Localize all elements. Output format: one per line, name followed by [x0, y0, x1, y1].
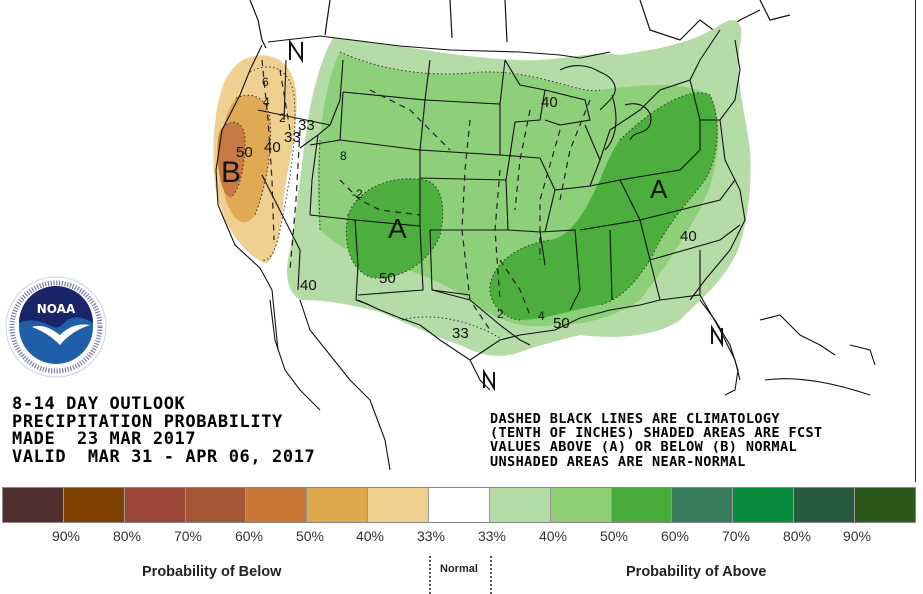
- legend-swatch-above-60: [672, 488, 734, 522]
- noaa-logo-text: NOAA: [37, 302, 76, 316]
- note-line: UNSHADED AREAS ARE NEAR-NORMAL: [490, 453, 746, 470]
- contour-label: 40: [680, 228, 697, 245]
- note-line: VALUES ABOVE (A) OR BELOW (B) NORMAL: [490, 439, 797, 456]
- legend-tick: 80%: [112, 528, 142, 544]
- legend-tick: 70%: [173, 528, 203, 544]
- legend-swatch-normal: [429, 488, 490, 522]
- below-center-label: B: [221, 156, 241, 189]
- above-center-label-southwest: A: [388, 213, 407, 244]
- legend-swatch-above-70: [733, 488, 795, 522]
- title-line-1: 8-14 DAY OUTLOOK: [12, 394, 186, 414]
- contour-label: 33: [452, 325, 469, 342]
- outlook-map: B A A 50 40 33 33 40 50 40 33 50 40 6 4 …: [213, 0, 876, 471]
- legend-swatch-below-40: [307, 488, 369, 522]
- climatology-label: -2: [352, 187, 363, 201]
- legend-swatch-above-33: [489, 488, 551, 522]
- climatology-label: 8: [340, 149, 347, 163]
- legend-tick: 40%: [355, 528, 385, 544]
- noaa-logo-icon: NOAA: [5, 276, 107, 378]
- coastline-north: [249, 0, 791, 49]
- legend-swatch-above-40: [550, 488, 612, 522]
- legend-tick: 90%: [842, 528, 872, 544]
- legend-swatch-above-50: [611, 488, 673, 522]
- normal-divider-left: [429, 556, 431, 594]
- legend-tick: 70%: [721, 528, 751, 544]
- normal-divider-right: [490, 556, 492, 594]
- legend-tick: 50%: [599, 528, 629, 544]
- note-line: DASHED BLACK LINES ARE CLIMATOLOGY: [490, 411, 780, 427]
- legend-tick: 33%: [416, 528, 446, 544]
- state-boundaries: [215, 29, 876, 471]
- legend-swatch-below-50: [246, 488, 308, 522]
- outlook-title: 8-14 DAY OUTLOOK PRECIPITATION PROBABILIT…: [12, 394, 316, 467]
- north-arrow-icon: [289, 38, 723, 392]
- above-center-label-east: A: [650, 174, 668, 204]
- contour-label: 33: [298, 117, 315, 134]
- climatology-label: 6: [262, 75, 269, 89]
- legend-tick: 60%: [234, 528, 264, 544]
- legend-swatch-below-60: [185, 488, 247, 522]
- legend-tick: 80%: [782, 528, 812, 544]
- climatology-label: 4: [263, 95, 270, 109]
- contour-label: 33: [284, 129, 301, 146]
- contour-label: 50: [236, 144, 253, 161]
- title-line-2: PRECIPITATION PROBABILITY: [12, 411, 283, 432]
- legend-swatch-below-80: [63, 488, 125, 522]
- legend-tick: 90%: [51, 528, 81, 544]
- title-line-valid: VALID MAR 31 - APR 06, 2017: [12, 446, 316, 467]
- contour-label: 50: [379, 270, 396, 287]
- map-notes: DASHED BLACK LINES ARE CLIMATOLOGY (TENTH…: [490, 412, 823, 469]
- legend-tick: 33%: [477, 528, 507, 544]
- climatology-label: 4: [538, 309, 545, 323]
- legend-caption-normal: Normal: [440, 563, 478, 575]
- legend-tick: 50%: [295, 528, 325, 544]
- legend-swatch-below-70: [124, 488, 186, 522]
- legend-caption-below: Probability of Below: [142, 564, 282, 580]
- legend-swatch-below-90: [3, 488, 64, 522]
- climatology-label: 2: [497, 307, 504, 321]
- map-frame-border: [915, 0, 916, 482]
- legend-tick: 40%: [538, 528, 568, 544]
- climatology-lines: [261, 59, 591, 331]
- legend-swatch-above-90: [855, 488, 915, 522]
- legend-swatch-above-80: [794, 488, 856, 522]
- note-line: (TENTH OF INCHES) SHADED AREAS ARE FCST: [490, 425, 823, 442]
- contour-label: 40: [541, 94, 558, 111]
- legend-ticks: 90% 80% 70% 60% 50% 40% 33% 33% 40% 50% …: [0, 528, 923, 548]
- climatology-label: 2: [279, 111, 286, 125]
- contour-label: 40: [264, 139, 281, 156]
- contour-labels: 50 40 33 33 40 50 40 33 50 40: [236, 94, 697, 342]
- climatology-labels: 6 4 2 -2 2 4 8: [262, 75, 545, 323]
- legend-caption-above: Probability of Above: [626, 564, 767, 580]
- title-line-made: MADE 23 MAR 2017: [12, 429, 197, 449]
- legend-swatch-below-33: [368, 488, 430, 522]
- legend-tick: 60%: [660, 528, 690, 544]
- contour-label: 40: [300, 277, 317, 294]
- probability-legend: [2, 487, 916, 523]
- contour-label: 50: [553, 315, 570, 332]
